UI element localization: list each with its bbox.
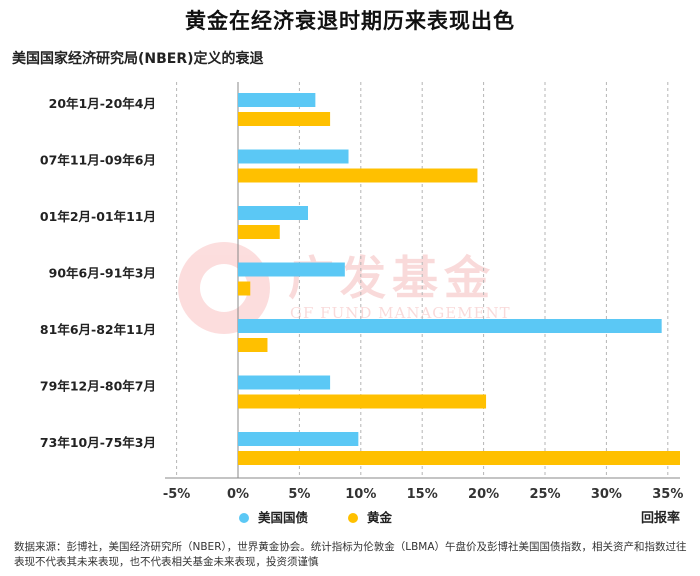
x-tick-label: 10% xyxy=(345,487,376,502)
legend-label-bond: 美国国债 xyxy=(258,510,309,525)
x-tick-label: -5% xyxy=(163,487,190,502)
bar-bond xyxy=(238,375,331,390)
x-axis-label: 回报率 xyxy=(641,510,680,526)
bar-bond xyxy=(238,93,316,107)
x-tick-label: 15% xyxy=(407,487,438,502)
bar-gold xyxy=(238,168,478,183)
bar-bond xyxy=(238,206,308,220)
legend-swatch-gold xyxy=(348,513,358,523)
x-tick-label: 30% xyxy=(591,487,622,502)
category-label: 01年2月-01年11月 xyxy=(40,209,156,224)
bar-bond xyxy=(238,319,662,333)
x-tick-label: 5% xyxy=(288,487,310,502)
bar-gold xyxy=(238,451,680,465)
bar-gold xyxy=(238,225,280,239)
category-label: 81年6月-82年11月 xyxy=(40,322,156,337)
category-label: 90年6月-91年3月 xyxy=(49,266,156,281)
category-label: 73年10月-75年3月 xyxy=(40,435,156,450)
x-tick-label: 0% xyxy=(227,487,249,502)
bar-bond xyxy=(238,149,349,164)
category-label: 07年11月-09年6月 xyxy=(40,153,156,168)
chart-subtitle: 美国国家经济研究局(NBER)定义的衰退 xyxy=(12,51,264,67)
category-label: 79年12月-80年7月 xyxy=(40,379,156,394)
bar-gold xyxy=(238,394,487,409)
bar-gold xyxy=(238,112,331,126)
bar-bond xyxy=(238,432,359,446)
x-tick-label: 25% xyxy=(529,487,560,502)
source-note: 数据来源：彭博社，美国经济研究所（NBER），世界黄金协会。统计指标为伦敦金（L… xyxy=(14,541,687,568)
x-tick-label: 20% xyxy=(468,487,499,502)
chart-title: 黄金在经济衰退时期历来表现出色 xyxy=(185,9,515,33)
legend-label-gold: 黄金 xyxy=(367,510,393,525)
category-label: 20年1月-20年4月 xyxy=(49,96,156,111)
bar-gold xyxy=(238,281,251,296)
x-tick-label: 35% xyxy=(652,487,683,502)
legend-swatch-bond xyxy=(239,513,249,523)
bar-bond xyxy=(238,262,345,277)
bar-gold xyxy=(238,338,268,352)
